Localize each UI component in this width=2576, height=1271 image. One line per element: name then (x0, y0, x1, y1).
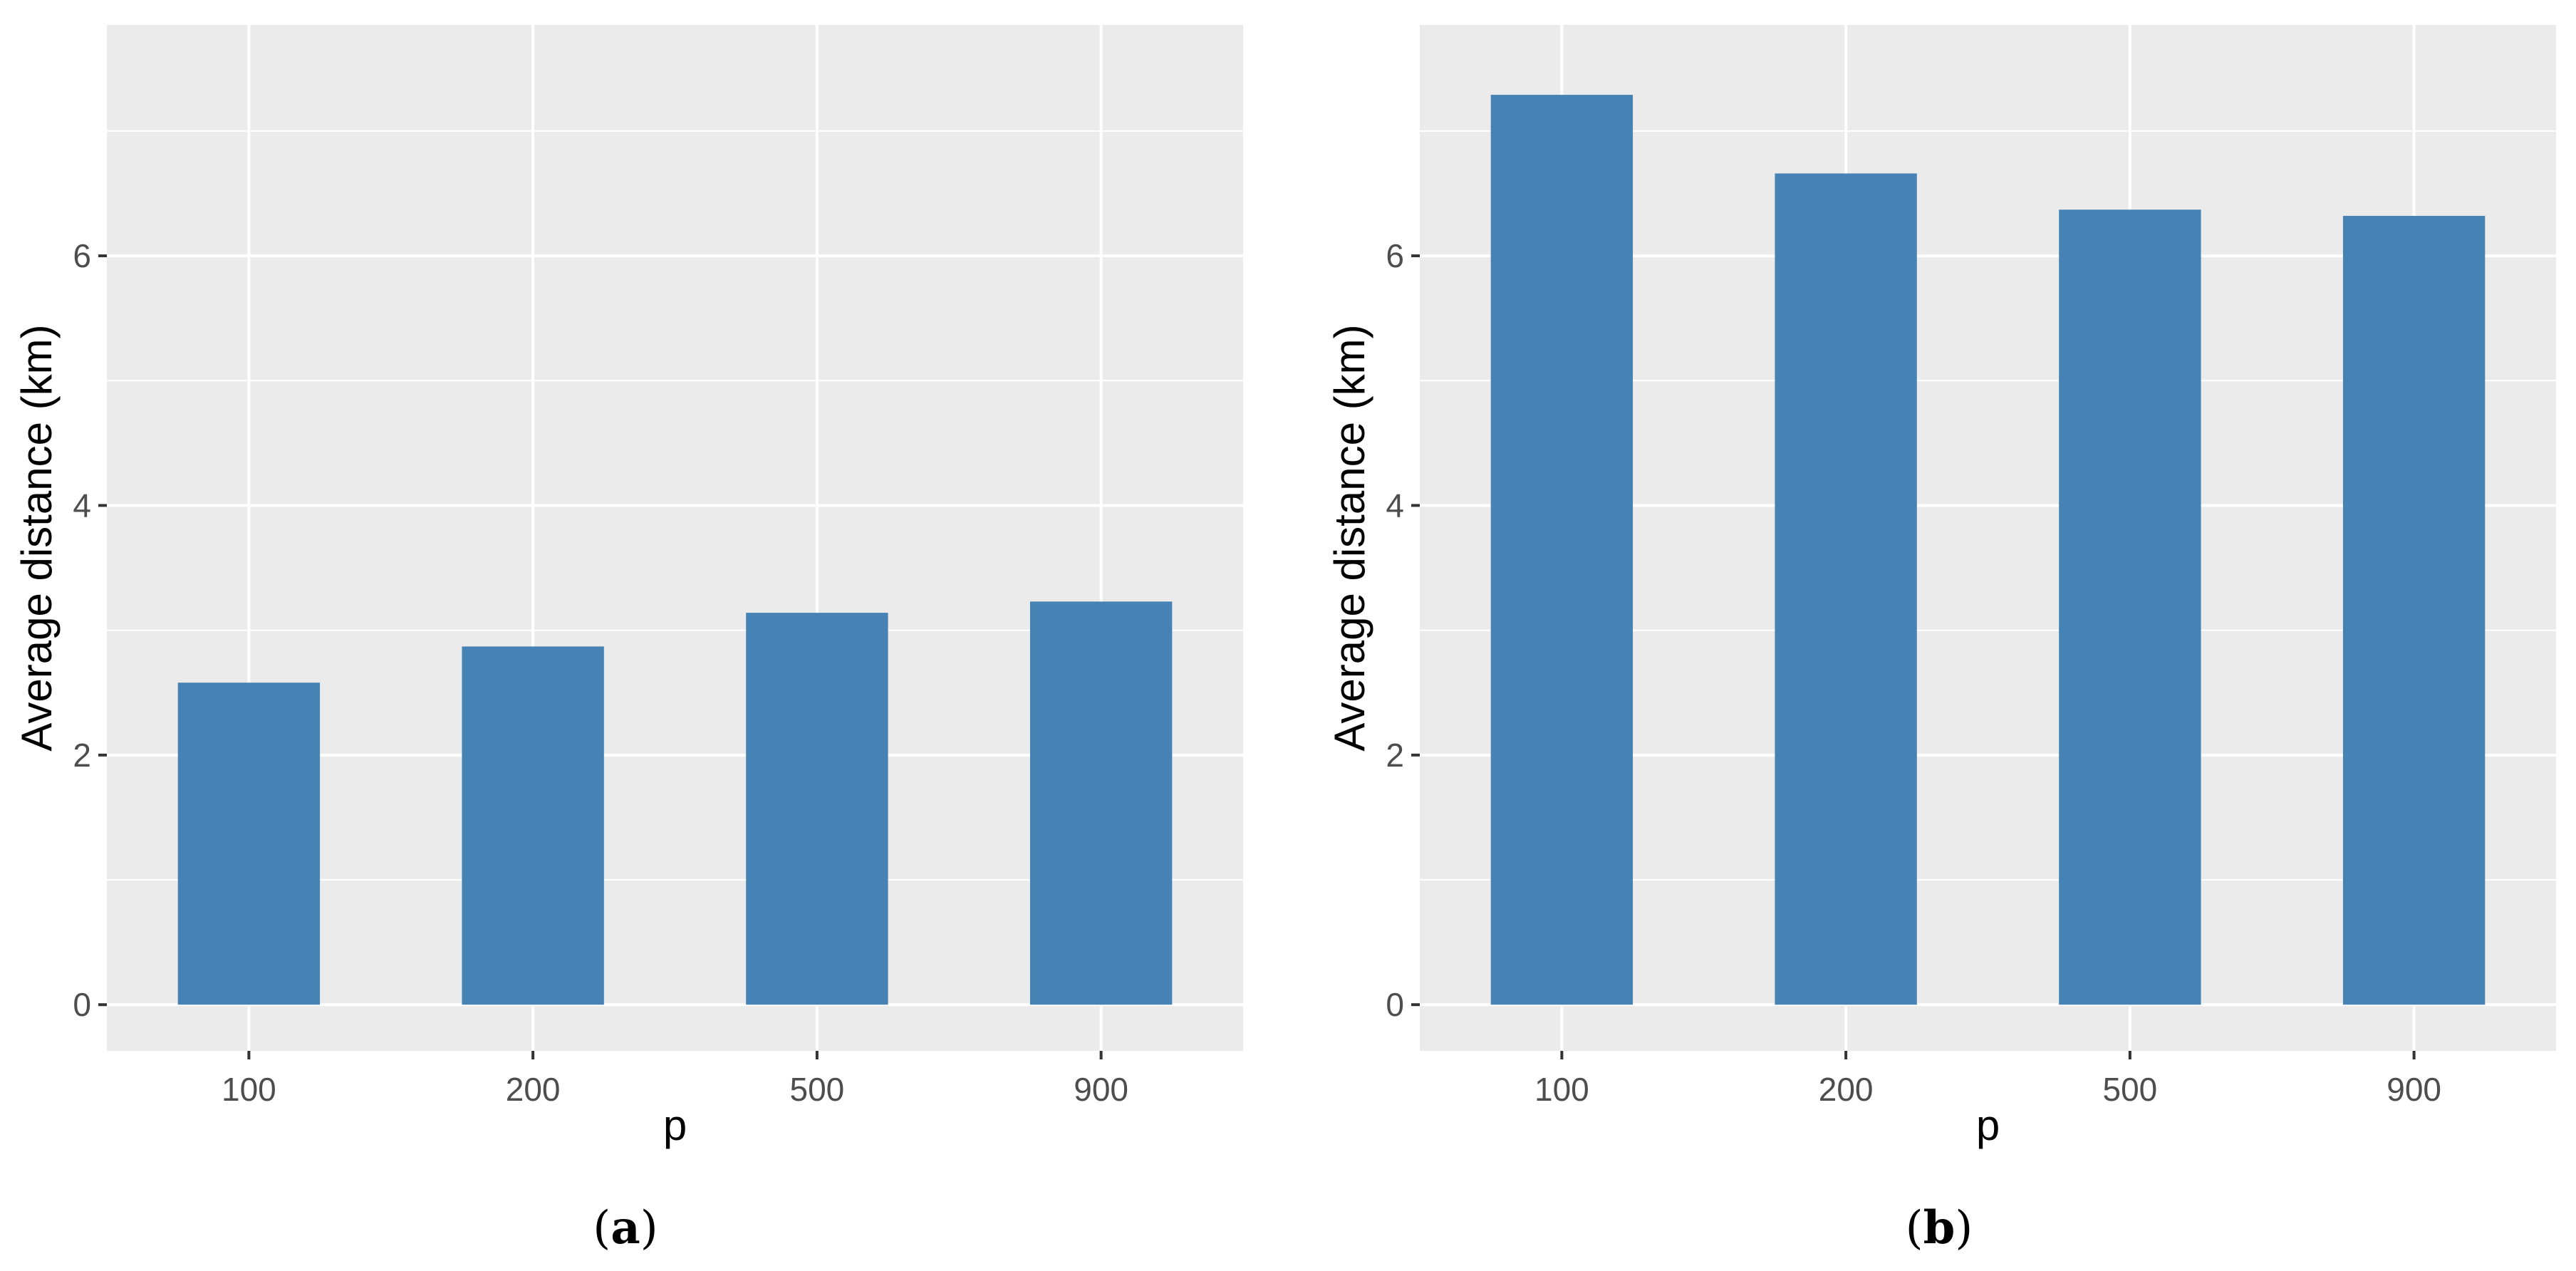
x-axis-title-b: p (1976, 1101, 2000, 1149)
bars-b (1490, 95, 2486, 1005)
x-tick-label-a: 900 (1074, 1071, 1128, 1108)
y-tick-label-a: 6 (73, 237, 91, 274)
x-tick-label-b: 500 (2103, 1071, 2158, 1108)
y-tick-label-b: 0 (1386, 986, 1404, 1023)
y-tick-label-b: 4 (1386, 487, 1404, 524)
y-axis-title-b: Average distance (km) (1326, 324, 1373, 751)
y-tick-label-a: 4 (73, 487, 91, 524)
x-tick-label-b: 100 (1534, 1071, 1589, 1108)
bar-b-200 (1775, 173, 1917, 1005)
y-axis-ticks-b: 0 2 4 6 (1386, 237, 1420, 1023)
y-axis-ticks-a: 0 2 4 6 (73, 237, 107, 1023)
x-tick-label-a: 100 (222, 1071, 276, 1108)
bar-b-100 (1490, 95, 1634, 1005)
x-tick-label-a: 200 (506, 1071, 561, 1108)
bar-b-900 (2342, 216, 2486, 1005)
panel-caption-a: (a) (593, 1201, 658, 1255)
x-tick-label-a: 500 (790, 1071, 845, 1108)
x-axis-title-a: p (663, 1101, 687, 1149)
panel-caption-letter-a: a (611, 1201, 640, 1255)
bar-a-900 (1029, 601, 1173, 1005)
bar-a-100 (177, 683, 321, 1005)
x-tick-label-b: 200 (1819, 1071, 1874, 1108)
y-tick-label-b: 2 (1386, 737, 1404, 774)
bar-a-500 (746, 613, 888, 1005)
x-axis-ticks-b: 100 200 500 900 (1534, 1051, 2441, 1108)
panel-caption-letter-b: b (1923, 1201, 1956, 1255)
x-tick-label-b: 900 (2387, 1071, 2441, 1108)
panel-caption-b: (b) (1906, 1201, 1973, 1255)
y-axis-title-a: Average distance (km) (13, 324, 61, 751)
x-axis-ticks-a: 100 200 500 900 (222, 1051, 1128, 1108)
y-tick-label-b: 6 (1386, 237, 1404, 274)
bar-b-500 (2059, 209, 2201, 1005)
bar-a-200 (462, 646, 604, 1005)
y-tick-label-a: 0 (73, 986, 91, 1023)
y-tick-label-a: 2 (73, 737, 91, 774)
bars-a (177, 601, 1173, 1005)
